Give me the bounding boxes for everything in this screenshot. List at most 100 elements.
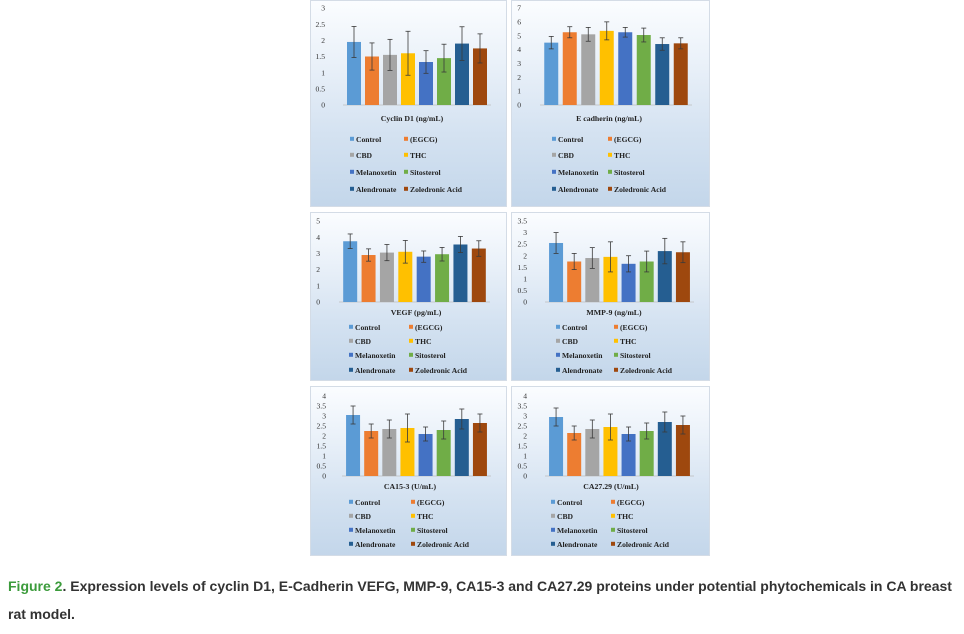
legend-swatch xyxy=(404,186,408,191)
legend-label: THC xyxy=(417,512,433,521)
legend-item-thc: THC xyxy=(611,512,633,521)
legend-item-thc: THC xyxy=(404,151,426,160)
y-tick-label: 1 xyxy=(523,452,527,461)
bar-alendronate xyxy=(657,422,672,476)
y-tick-label: 0.5 xyxy=(316,84,326,93)
bar-egcg xyxy=(562,32,577,105)
legend-label: Melanoxetin xyxy=(558,168,599,177)
error-bar-alendronate xyxy=(457,235,463,253)
legend-label: Zoledronic Acid xyxy=(620,366,673,375)
legend-item-cbd: CBD xyxy=(552,151,575,160)
error-bar-cbd xyxy=(585,26,591,42)
y-tick-label: 1 xyxy=(322,452,326,461)
y-tick-label: 3 xyxy=(322,412,326,421)
y-tick-label: 0 xyxy=(517,101,521,110)
legend-label: Alendronate xyxy=(558,185,599,194)
error-bar-thc xyxy=(404,413,410,443)
legend-swatch xyxy=(611,527,615,532)
legend-swatch xyxy=(349,527,353,532)
bar-zoledronic-acid xyxy=(472,423,487,476)
legend-label: CBD xyxy=(558,151,575,160)
legend-item-melanoxetin: Melanoxetin xyxy=(350,168,397,177)
error-bar-thc xyxy=(607,413,613,441)
chart-title: VEGF (pg/mL) xyxy=(391,308,442,317)
legend-label: Zoledronic Acid xyxy=(415,366,468,375)
legend-label: Control xyxy=(356,135,381,144)
y-tick-label: 2 xyxy=(316,265,320,274)
bar-thc xyxy=(400,428,415,476)
legend-item-control: Control xyxy=(552,135,583,144)
legend-label: Control xyxy=(355,498,380,507)
legend-item-cbd: CBD xyxy=(350,151,373,160)
legend-label: Melanoxetin xyxy=(557,526,598,535)
bar-egcg xyxy=(567,433,582,476)
error-bar-egcg xyxy=(567,26,573,39)
legend-swatch xyxy=(556,338,560,343)
y-tick-label: 3 xyxy=(517,59,521,68)
legend-swatch xyxy=(404,152,408,157)
bar-cbd xyxy=(382,429,397,476)
legend-label: Zoledronic Acid xyxy=(410,185,463,194)
error-bar-thc xyxy=(604,21,610,41)
legend-item-egcg: (EGCG) xyxy=(608,135,642,144)
chart-svg: 0 0.5 1 1.5 2 2.5 3 3.5 MMP-9 (ng/mL) Control (EGC… xyxy=(518,217,694,375)
legend-item-thc: THC xyxy=(614,337,636,346)
bar-sitosterol xyxy=(639,261,654,302)
bar-melanoxetin xyxy=(618,32,633,105)
y-tick-label: 3.5 xyxy=(518,217,528,226)
legend-swatch xyxy=(614,352,618,357)
error-bar-sitosterol xyxy=(439,247,445,262)
legend-item-thc: THC xyxy=(608,151,630,160)
legend-swatch xyxy=(551,527,555,532)
error-bar-alendronate xyxy=(459,408,465,430)
y-tick-label: 0 xyxy=(523,298,527,307)
legend-item-zoledronic-acid: Zoledronic Acid xyxy=(409,366,468,375)
legend-swatch xyxy=(409,352,413,357)
y-tick-label: 2 xyxy=(523,251,527,260)
chart-svg: 00.511.522.533.54 CA27.29 (U/mL)Control (E… xyxy=(518,392,694,549)
error-bar-sitosterol xyxy=(644,422,650,440)
legend-item-control: Control xyxy=(556,323,587,332)
legend-swatch xyxy=(611,513,615,518)
chart-title: E cadherin (ng/mL) xyxy=(576,114,642,123)
legend-label: CBD xyxy=(355,512,372,521)
bar-cbd xyxy=(581,34,596,105)
legend-item-melanoxetin: Melanoxetin xyxy=(349,526,396,535)
legend-item-egcg: (EGCG) xyxy=(409,323,443,332)
y-tick-label: 3 xyxy=(523,412,527,421)
y-tick-label: 1.5 xyxy=(518,442,528,451)
y-tick-label: 4 xyxy=(517,45,521,54)
bar-sitosterol xyxy=(639,431,654,476)
legend-swatch xyxy=(608,186,612,191)
y-tick-label: 1 xyxy=(523,274,527,283)
legend-label: Sitosterol xyxy=(415,351,446,360)
y-tick-label: 0.5 xyxy=(518,286,528,295)
legend-item-cbd: CBD xyxy=(551,512,574,521)
chart-svg: 00.511.522.533.54 CA15-3 (U/mL) Control (EG… xyxy=(317,392,491,549)
legend-label: Sitosterol xyxy=(617,526,648,535)
legend-label: Zoledronic Acid xyxy=(614,185,667,194)
legend-label: Sitosterol xyxy=(410,168,441,177)
legend-item-egcg: (EGCG) xyxy=(611,498,645,507)
bar-alendronate xyxy=(657,251,672,302)
bar-egcg xyxy=(364,431,379,476)
legend-label: Zoledronic Acid xyxy=(417,540,470,549)
legend-swatch xyxy=(608,152,612,157)
bar-control xyxy=(347,41,361,105)
error-bar-cbd xyxy=(589,247,595,269)
error-bar-sitosterol xyxy=(641,27,647,43)
y-tick-label: 5 xyxy=(517,31,521,40)
bar-control xyxy=(549,417,564,476)
bar-cbd xyxy=(585,429,600,476)
figure-caption: Figure 2. Expression levels of cyclin D1… xyxy=(8,572,962,628)
legend-item-zoledronic-acid: Zoledronic Acid xyxy=(614,366,673,375)
chart-svg: 0 1 2 3 4 5 VEGF (pg/mL) Control (EGCG) CBD THC Mel… xyxy=(316,217,490,375)
legend-label: Melanoxetin xyxy=(356,168,397,177)
bar-melanoxetin xyxy=(418,434,433,476)
legend-swatch xyxy=(349,541,353,546)
legend-label: Melanoxetin xyxy=(562,351,603,360)
legend-item-zoledronic-acid: Zoledronic Acid xyxy=(411,540,470,549)
error-bar-egcg xyxy=(366,248,372,262)
legend-swatch xyxy=(349,367,353,372)
legend-item-egcg: (EGCG) xyxy=(411,498,445,507)
